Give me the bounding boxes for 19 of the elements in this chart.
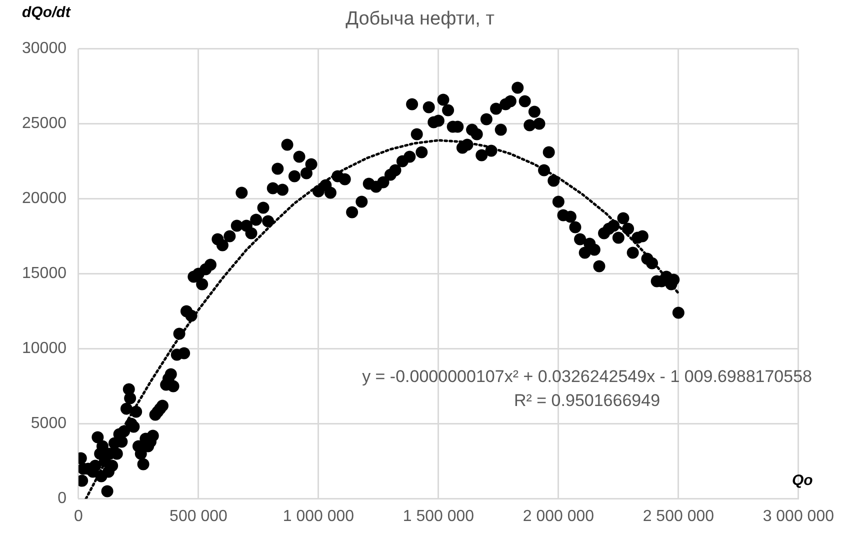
y-tick-label: 0 bbox=[58, 490, 67, 508]
y-tick-label: 15000 bbox=[22, 265, 67, 282]
annotation: y = -0.0000000107x² + 0.0326242549x - 1 009.6988170558 bbox=[362, 366, 812, 388]
x-tick-label: 500 000 bbox=[170, 508, 228, 525]
annotation: R² = 0.9501666949 bbox=[513, 390, 662, 412]
y-tick-label: 5000 bbox=[30, 415, 67, 432]
y-tick-label: 25000 bbox=[22, 115, 67, 132]
x-tick-label: 2 000 000 bbox=[522, 508, 594, 525]
x-tick-label: 2 500 000 bbox=[642, 508, 714, 525]
x-tick-label: 1 500 000 bbox=[402, 508, 474, 525]
x-tick-label: 3 000 000 bbox=[762, 508, 834, 525]
y-tick-label: 10000 bbox=[22, 340, 67, 358]
y-axis-title: dQo/dt bbox=[22, 4, 70, 21]
chart-title: Добыча нефти, т bbox=[346, 8, 495, 30]
x-tick-label: 0 bbox=[74, 508, 84, 525]
y-tick-label: 30000 bbox=[22, 40, 67, 58]
x-tick-label: 1 000 000 bbox=[282, 508, 354, 525]
x-axis-title: Qo bbox=[792, 472, 813, 489]
y-tick-label: 20000 bbox=[22, 190, 67, 208]
